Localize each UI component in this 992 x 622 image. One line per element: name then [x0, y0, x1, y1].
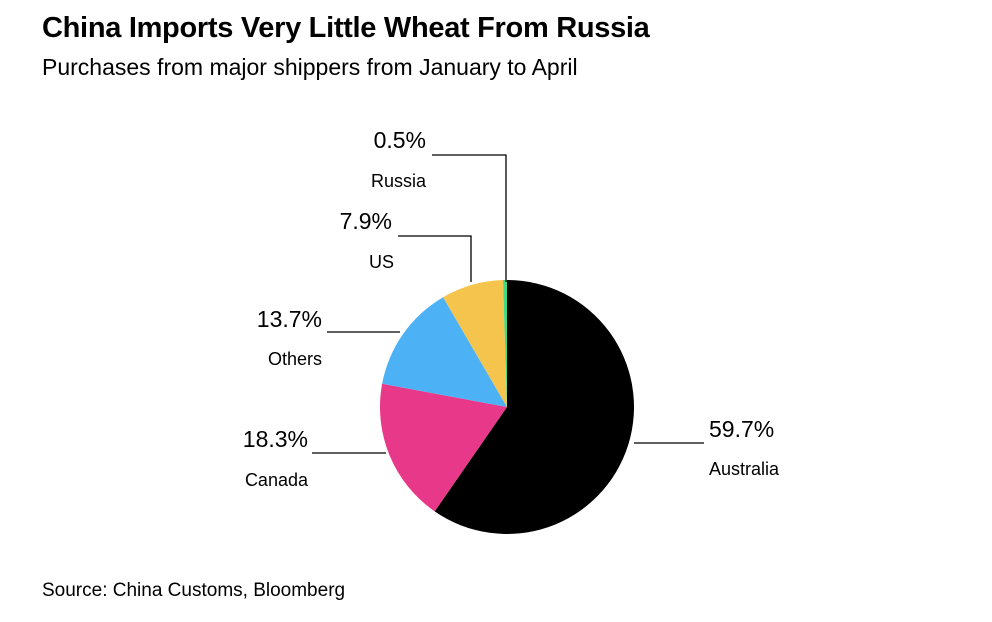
- leader-line-us: [398, 235, 472, 282]
- slice-value-australia: 59.7%: [709, 416, 774, 442]
- slice-label-australia: Australia: [709, 459, 780, 479]
- pie-slice-canada: [379, 383, 507, 512]
- slice-label-russia: Russia: [371, 171, 427, 191]
- pie-slice-russia: [503, 280, 507, 407]
- chart-title: China Imports Very Little Wheat From Rus…: [42, 12, 650, 44]
- leader-line-russia: [432, 154, 507, 282]
- slice-value-russia: 0.5%: [374, 127, 426, 153]
- pie-slices: [379, 280, 634, 534]
- source-note: Source: China Customs, Bloomberg: [42, 580, 346, 601]
- slice-label-others: Others: [268, 349, 322, 369]
- slice-label-canada: Canada: [245, 470, 309, 490]
- pie-slice-others: [382, 297, 507, 407]
- chart-subtitle: Purchases from major shippers from Janua…: [42, 54, 578, 80]
- slice-value-canada: 18.3%: [243, 426, 308, 452]
- slice-value-others: 13.7%: [257, 306, 322, 332]
- pie-slice-australia: [434, 280, 634, 534]
- slice-value-us: 7.9%: [340, 208, 392, 234]
- slice-label-us: US: [369, 252, 394, 272]
- pie-slice-us: [443, 280, 507, 407]
